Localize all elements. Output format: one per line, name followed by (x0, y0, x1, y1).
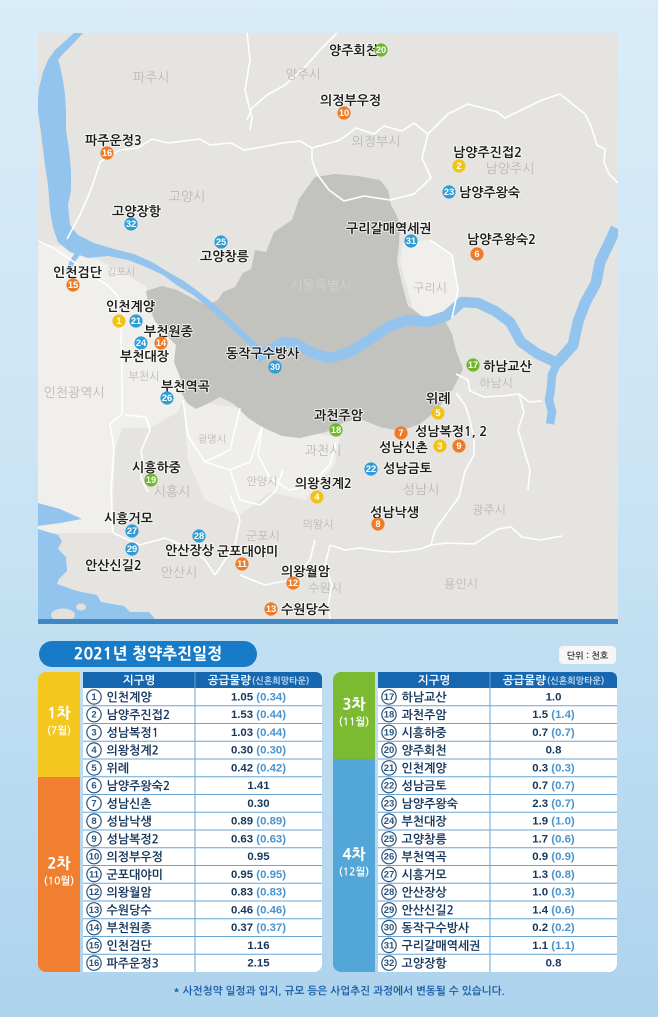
svg-text:22: 22 (384, 781, 395, 792)
svg-text:5: 5 (91, 763, 97, 774)
svg-text:0.8: 0.8 (546, 745, 562, 757)
svg-text:4: 4 (314, 492, 320, 502)
svg-text:3: 3 (437, 441, 442, 451)
svg-text:8: 8 (375, 519, 380, 529)
svg-text:0.9 (0.9): 0.9 (0.9) (532, 851, 575, 863)
svg-text:29: 29 (127, 544, 137, 554)
svg-text:18: 18 (384, 710, 395, 721)
svg-text:16: 16 (89, 958, 100, 969)
svg-text:0.30: 0.30 (247, 798, 269, 810)
svg-text:32: 32 (384, 958, 395, 969)
svg-text:1.53 (0.44): 1.53 (0.44) (231, 709, 286, 721)
svg-text:14: 14 (156, 338, 167, 348)
svg-text:23: 23 (444, 187, 454, 197)
svg-text:1: 1 (91, 692, 97, 703)
svg-text:0.2 (0.2): 0.2 (0.2) (532, 922, 575, 934)
svg-text:15: 15 (89, 940, 100, 951)
svg-text:30: 30 (384, 923, 395, 934)
svg-text:0.8: 0.8 (546, 958, 562, 970)
svg-text:2.3 (0.7): 2.3 (0.7) (532, 798, 575, 810)
svg-text:1.03 (0.44): 1.03 (0.44) (231, 727, 286, 739)
svg-text:2: 2 (91, 710, 96, 721)
svg-text:1.05 (0.34): 1.05 (0.34) (231, 691, 286, 703)
svg-text:1.4 (0.6): 1.4 (0.6) (532, 904, 575, 916)
svg-text:31: 31 (406, 236, 416, 246)
svg-text:12: 12 (288, 578, 298, 588)
svg-text:6: 6 (474, 249, 479, 259)
svg-text:29: 29 (384, 905, 395, 916)
svg-text:10: 10 (89, 852, 100, 863)
svg-text:1.16: 1.16 (247, 940, 269, 952)
svg-text:23: 23 (384, 798, 395, 809)
svg-text:7: 7 (398, 428, 403, 438)
svg-text:32: 32 (126, 219, 136, 229)
svg-text:0.42 (0.42): 0.42 (0.42) (231, 762, 286, 774)
svg-text:27: 27 (384, 869, 395, 880)
svg-text:0.46 (0.46): 0.46 (0.46) (231, 904, 286, 916)
svg-text:1.1 (1.1): 1.1 (1.1) (532, 940, 575, 952)
svg-text:0.83 (0.83): 0.83 (0.83) (231, 887, 286, 899)
svg-text:20: 20 (384, 745, 395, 756)
svg-text:22: 22 (366, 464, 376, 474)
svg-text:17: 17 (384, 692, 395, 703)
svg-text:0.95: 0.95 (247, 851, 270, 863)
svg-text:11: 11 (89, 869, 100, 880)
svg-text:3: 3 (91, 727, 96, 738)
svg-text:14: 14 (89, 923, 100, 934)
svg-text:15: 15 (68, 280, 78, 290)
svg-text:11: 11 (237, 559, 247, 569)
svg-text:25: 25 (216, 237, 226, 247)
svg-text:1.9 (1.0): 1.9 (1.0) (532, 816, 575, 828)
svg-text:7: 7 (91, 798, 96, 809)
svg-text:20: 20 (376, 45, 386, 55)
svg-text:19: 19 (384, 727, 395, 738)
svg-text:9: 9 (456, 441, 461, 451)
svg-text:17: 17 (468, 360, 478, 370)
svg-text:0.3 (0.3): 0.3 (0.3) (532, 762, 575, 774)
svg-text:13: 13 (89, 905, 100, 916)
svg-text:31: 31 (384, 940, 395, 951)
svg-text:0.63 (0.63): 0.63 (0.63) (231, 833, 286, 845)
svg-text:5: 5 (435, 408, 440, 418)
svg-text:4: 4 (91, 745, 97, 756)
svg-text:25: 25 (384, 834, 395, 845)
svg-text:30: 30 (270, 362, 280, 372)
svg-text:19: 19 (146, 475, 156, 485)
svg-text:26: 26 (162, 393, 172, 403)
svg-text:0.7 (0.7): 0.7 (0.7) (532, 780, 575, 792)
svg-text:24: 24 (384, 816, 395, 827)
svg-text:10: 10 (339, 108, 349, 118)
svg-text:1.0: 1.0 (546, 691, 562, 703)
svg-text:0.95 (0.95): 0.95 (0.95) (231, 869, 286, 881)
svg-text:28: 28 (384, 887, 395, 898)
svg-text:0.30 (0.30): 0.30 (0.30) (231, 745, 286, 757)
svg-text:1.0 (0.3): 1.0 (0.3) (532, 887, 575, 899)
svg-text:2.15: 2.15 (247, 958, 270, 970)
svg-text:21: 21 (384, 763, 395, 774)
svg-text:13: 13 (266, 604, 276, 614)
svg-text:0.89 (0.89): 0.89 (0.89) (231, 816, 286, 828)
svg-text:27: 27 (127, 526, 137, 536)
svg-text:0.37 (0.37): 0.37 (0.37) (231, 922, 286, 934)
svg-text:1: 1 (116, 316, 121, 326)
svg-text:28: 28 (194, 531, 204, 541)
svg-text:26: 26 (384, 852, 395, 863)
svg-text:1.3 (0.8): 1.3 (0.8) (532, 869, 575, 881)
svg-text:21: 21 (131, 316, 141, 326)
svg-text:1.7 (0.6): 1.7 (0.6) (532, 833, 575, 845)
svg-text:8: 8 (91, 816, 96, 827)
svg-text:16: 16 (102, 148, 112, 158)
svg-text:12: 12 (89, 887, 100, 898)
svg-text:0.7 (0.7): 0.7 (0.7) (532, 727, 575, 739)
svg-text:24: 24 (136, 338, 147, 348)
svg-text:2: 2 (456, 161, 461, 171)
svg-text:1.41: 1.41 (247, 780, 270, 792)
svg-text:6: 6 (91, 781, 96, 792)
svg-text:9: 9 (91, 834, 96, 845)
svg-text:1.5 (1.4): 1.5 (1.4) (532, 709, 575, 721)
svg-text:18: 18 (331, 425, 341, 435)
